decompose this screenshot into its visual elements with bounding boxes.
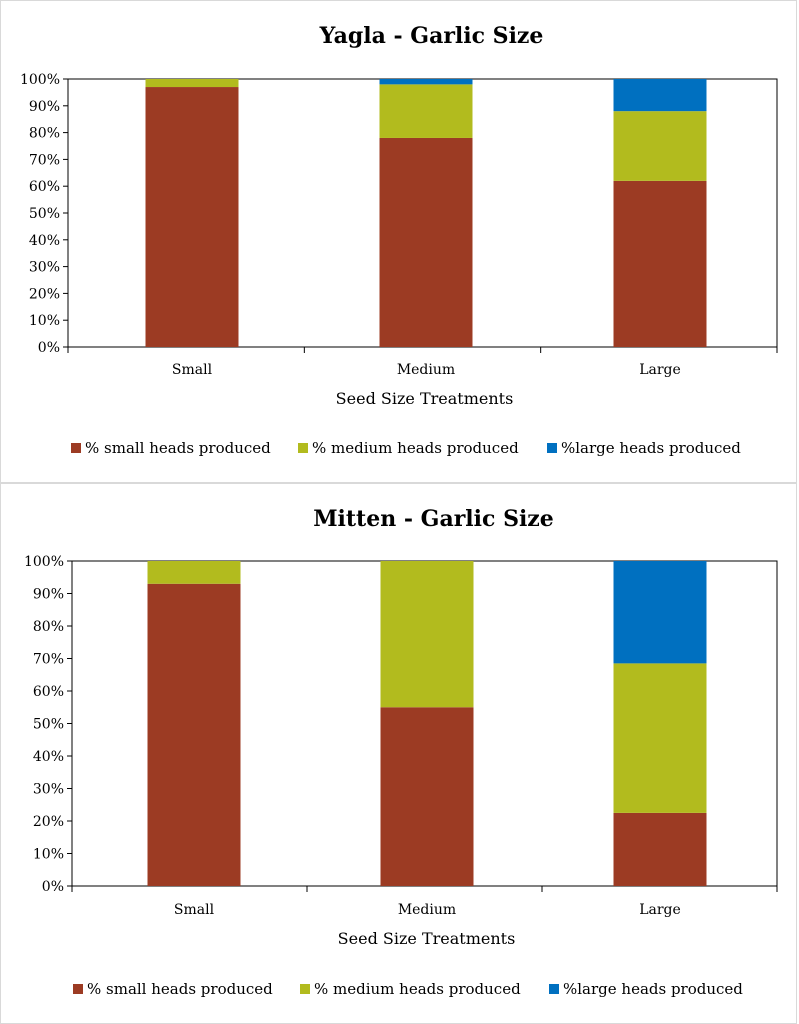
x-category-label: Large [639,362,681,378]
y-tick-label: 0% [38,340,60,356]
y-tick-label: 100% [24,554,64,570]
legend-swatch-medium [300,984,310,994]
legend-label-medium: % medium heads produced [312,439,519,457]
bar-large-large [613,79,707,112]
y-tick-label: 50% [29,206,60,222]
chart-mitten: Mitten - Garlic Size 0% 10% 20% 30% 40% 50% 60%… [24,506,778,998]
x-category-label: Small [174,902,215,918]
legend-label-small: % small heads produced [85,439,271,457]
bar-medium-large [613,663,707,813]
bar-medium-medium [380,561,474,708]
y-tick-label: 30% [29,260,60,276]
x-category-label: Medium [398,902,456,918]
x-axis-title: Seed Size Treatments [338,929,516,948]
y-tick-label: 100% [20,72,60,88]
bar-medium-small [147,561,241,584]
legend-swatch-large [549,984,559,994]
bar-small-large [613,812,707,886]
legend-label-large: %large heads produced [563,980,743,998]
bar-small-large [613,180,707,347]
y-tick-label: 10% [29,313,60,329]
y-tick-label: 0% [42,879,64,895]
y-tick-label: 80% [29,126,60,142]
x-category-label: Large [639,902,681,918]
chart-panel-mitten: Mitten - Garlic Size 0% 10% 20% 30% 40% 50% 60%… [0,483,797,1024]
y-tick-label: 20% [29,286,60,302]
legend-label-large: %large heads produced [561,439,741,457]
y-tick-label: 10% [33,847,64,863]
y-tick-label: 20% [33,814,64,830]
legend: % small heads produced % medium heads pro… [73,980,743,998]
legend-label-medium: % medium heads produced [314,980,521,998]
x-axis-title: Seed Size Treatments [336,389,514,408]
y-tick-label: 60% [29,179,60,195]
y-tick-label: 90% [29,99,60,115]
legend-swatch-small [71,443,81,453]
bar-large-medium [379,79,473,85]
legend-swatch-medium [298,443,308,453]
y-tick-label: 60% [33,684,64,700]
bar-small-medium [380,707,474,886]
legend: % small heads produced % medium heads pro… [71,439,741,457]
legend-label-small: % small heads produced [87,980,273,998]
y-tick-label: 30% [33,782,64,798]
bar-small-small [145,87,239,347]
bar-medium-large [613,111,707,181]
y-tick-label: 50% [33,717,64,733]
y-tick-label: 40% [33,749,64,765]
legend-swatch-small [73,984,83,994]
y-tick-label: 40% [29,233,60,249]
bar-small-small [147,583,241,886]
legend-swatch-large [547,443,557,453]
x-category-label: Small [172,362,213,378]
bar-medium-small [145,79,239,88]
chart-title: Yagla - Garlic Size [319,23,544,49]
bar-small-medium [379,137,473,347]
x-category-label: Medium [397,362,455,378]
chart-title: Mitten - Garlic Size [313,506,554,532]
y-tick-label: 70% [29,152,60,168]
chart-panel-yagla: Yagla - Garlic Size 0% 10% 20% 30% 40% 50% 60% 7… [0,0,797,483]
y-tick-label: 90% [33,587,64,603]
y-tick-label: 80% [33,619,64,635]
chart-yagla: Yagla - Garlic Size 0% 10% 20% 30% 40% 50% 60% 7… [20,23,778,457]
bar-large-large [613,561,707,664]
bar-medium-medium [379,84,473,138]
y-tick-label: 70% [33,652,64,668]
